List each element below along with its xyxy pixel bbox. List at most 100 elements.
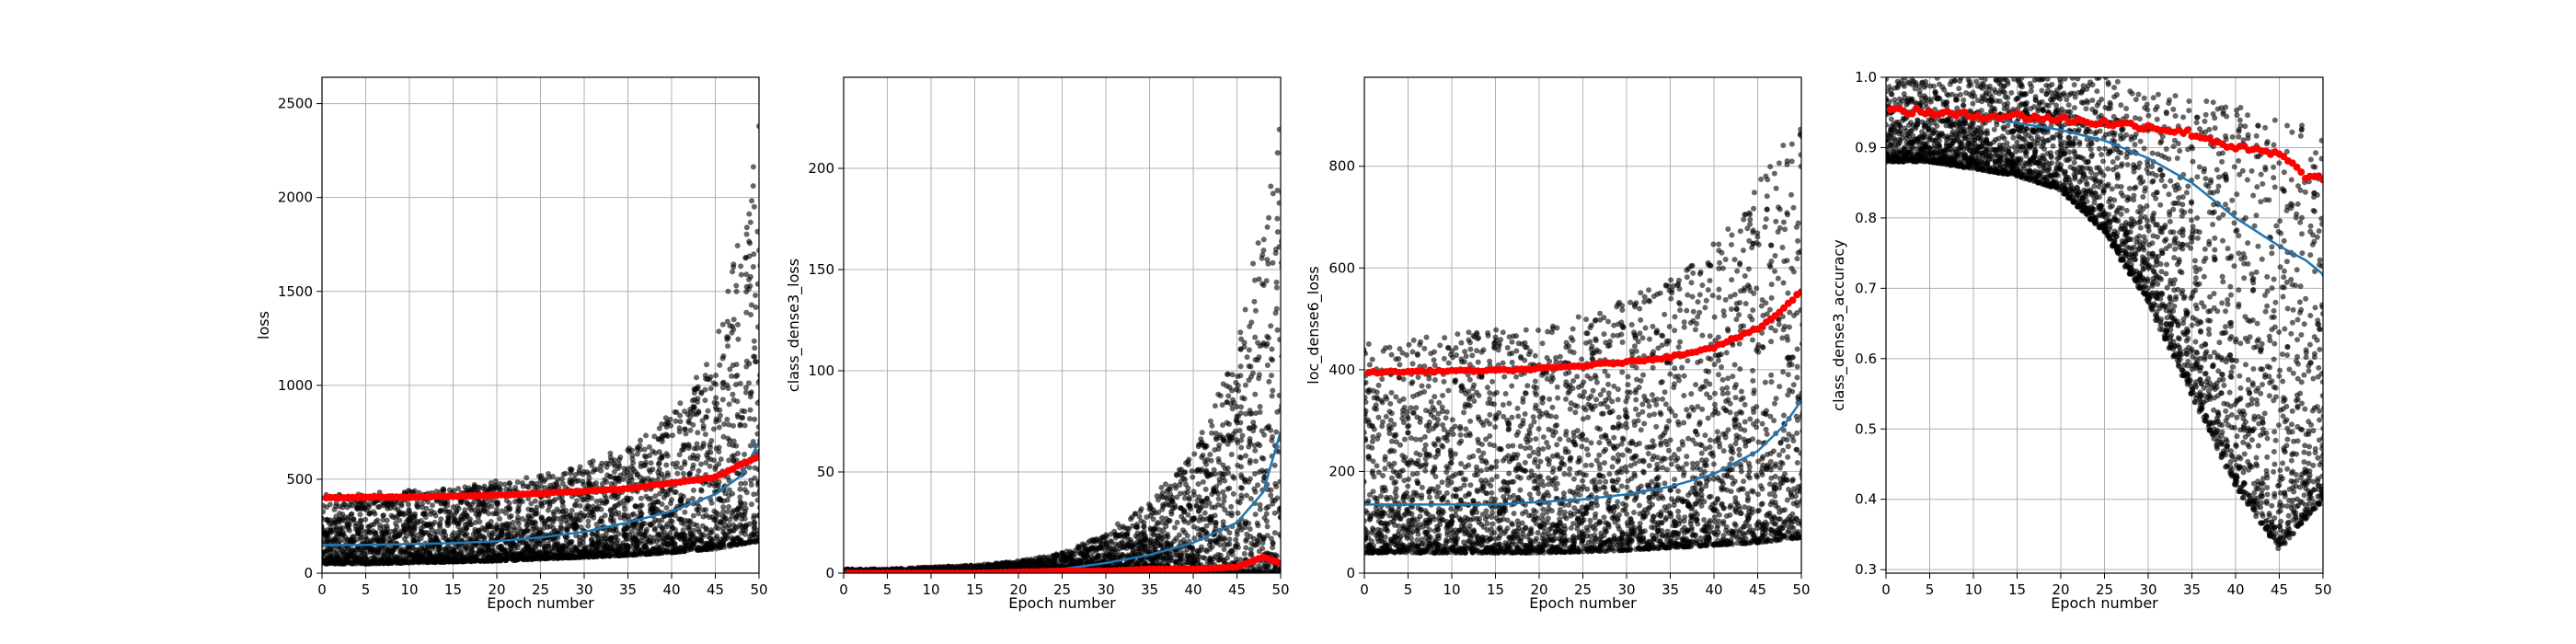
scatter-point — [536, 540, 543, 546]
scatter-point — [677, 400, 684, 407]
scatter-point — [559, 499, 566, 505]
scatter-point — [339, 516, 346, 523]
scatter-point — [365, 560, 372, 567]
scatter-point — [581, 513, 587, 520]
scatter-point — [370, 555, 376, 561]
scatter-point — [479, 501, 486, 508]
scatter-point — [418, 552, 424, 558]
scatter-point — [753, 304, 759, 310]
scatter-point — [462, 531, 468, 537]
scatter-point — [742, 422, 748, 429]
scatter-point — [559, 480, 566, 487]
scatter-point — [486, 511, 492, 517]
scatter-point — [498, 552, 504, 558]
scatter-point — [357, 500, 363, 507]
scatter-point — [726, 401, 732, 408]
scatter-point — [629, 453, 636, 459]
scatter-point — [622, 506, 628, 512]
scatter-point — [747, 407, 753, 413]
scatter-point — [685, 442, 692, 448]
scatter-point — [746, 361, 753, 367]
scatter-point — [575, 517, 581, 523]
scatter-point — [584, 469, 591, 476]
scatter-point — [571, 521, 578, 527]
scatter-point — [433, 528, 440, 535]
scatter-point — [492, 526, 499, 533]
y-tick-label: 1000 — [278, 377, 313, 394]
scatter-point — [659, 500, 665, 507]
x-tick-label: 45 — [1228, 581, 1246, 598]
scatter-point — [615, 531, 622, 537]
scatter-point — [532, 498, 538, 504]
scatter-point — [380, 517, 386, 523]
scatter-point — [554, 506, 560, 512]
scatter-point — [605, 461, 612, 467]
scatter-point — [573, 498, 580, 504]
scatter-point — [569, 466, 575, 473]
scatter-point — [703, 507, 709, 513]
scatter-point — [371, 549, 377, 556]
scatter-point — [455, 505, 462, 512]
scatter-point — [718, 456, 724, 463]
scatter-point — [436, 546, 443, 553]
scatter-point — [429, 502, 435, 509]
scatter-point — [384, 523, 390, 529]
scatter-point — [720, 529, 727, 535]
scatter-point — [528, 507, 535, 513]
scatter-point — [396, 558, 402, 565]
scatter-point — [717, 412, 723, 419]
scatter-point — [713, 372, 719, 378]
scatter-point — [746, 238, 753, 245]
scatter-point — [340, 529, 347, 535]
scatter-point — [725, 509, 731, 515]
scatter-point — [523, 518, 530, 524]
scatter-point — [668, 422, 674, 429]
scatter-point — [362, 516, 369, 523]
scatter-point — [743, 231, 750, 237]
scatter-point — [357, 512, 363, 518]
scatter-point — [523, 523, 530, 529]
y-tick-label: 200 — [808, 160, 834, 177]
scatter-point — [380, 512, 386, 519]
scatter-point — [528, 480, 535, 487]
scatter-point — [410, 519, 417, 525]
scatter-point — [569, 481, 575, 488]
scatter-point — [359, 523, 365, 530]
scatter-point — [680, 470, 686, 477]
scatter-point — [337, 537, 343, 544]
scatter-point — [501, 481, 508, 488]
scatter-point — [477, 519, 483, 525]
scatter-point — [588, 495, 594, 501]
x-tick-label: 15 — [966, 581, 983, 598]
scatter-point — [339, 524, 346, 531]
scatter-point — [378, 557, 385, 563]
scatter-point — [398, 502, 405, 509]
scatter-point — [751, 251, 757, 258]
scatter-point — [628, 447, 635, 454]
scatter-point — [506, 525, 512, 532]
scatter-point — [533, 508, 539, 514]
scatter-point — [479, 548, 486, 555]
scatter-point — [322, 509, 327, 515]
scatter-point — [695, 453, 701, 459]
scatter-point — [397, 533, 403, 539]
scatter-point — [682, 461, 688, 467]
y-tick-label: 0 — [304, 565, 313, 581]
scatter-point — [585, 518, 592, 524]
scatter-point — [397, 517, 403, 523]
scatter-point — [696, 408, 702, 415]
scatter-point — [708, 500, 715, 506]
scatter-point — [532, 525, 538, 532]
scatter-point — [374, 517, 381, 523]
scatter-point — [381, 536, 387, 543]
scatter-point — [523, 475, 530, 481]
scatter-point — [628, 477, 635, 483]
scatter-point — [577, 464, 583, 470]
scatter-point — [629, 512, 636, 518]
scatter-point — [748, 311, 754, 317]
scatter-point — [674, 470, 681, 477]
scatter-point — [720, 504, 727, 511]
scatter-point — [524, 527, 531, 534]
scatter-point — [388, 512, 395, 519]
scatter-point — [721, 420, 728, 427]
